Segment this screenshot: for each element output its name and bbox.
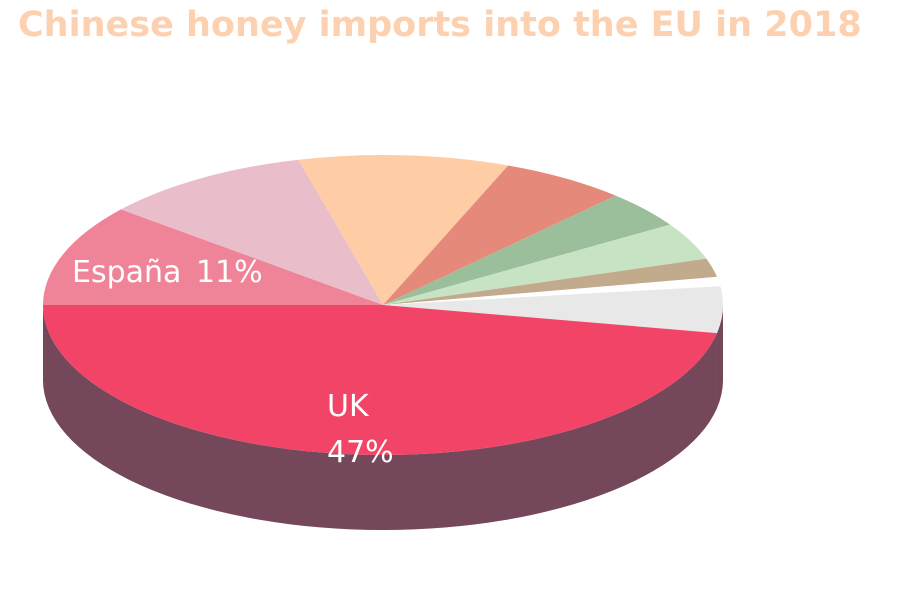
slice-label: España xyxy=(72,255,181,290)
slice xyxy=(383,276,721,305)
slice xyxy=(43,209,383,305)
slice xyxy=(383,165,616,305)
slice xyxy=(383,224,707,305)
slice xyxy=(383,195,671,305)
slice-side xyxy=(716,305,723,409)
slice-side xyxy=(43,305,717,531)
slice xyxy=(383,286,724,334)
slice-label: UK xyxy=(327,389,370,424)
slice xyxy=(43,305,717,456)
slice xyxy=(383,258,717,305)
slice-value-label: 47% xyxy=(327,435,394,470)
slice-value-label: 11% xyxy=(196,255,263,290)
pie-tops xyxy=(43,155,724,456)
slice xyxy=(121,159,383,305)
pie-sides xyxy=(43,305,723,531)
slice xyxy=(298,155,509,305)
chart-title: Chinese honey imports into the EU in 201… xyxy=(18,5,862,45)
